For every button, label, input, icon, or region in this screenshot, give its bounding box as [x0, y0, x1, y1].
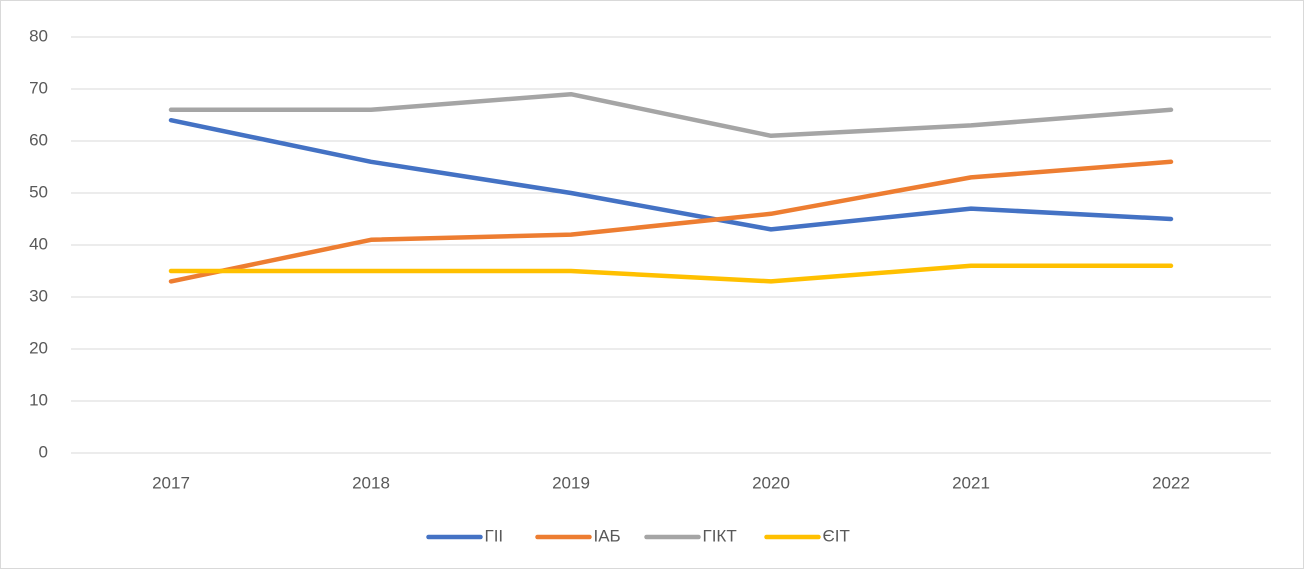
y-tick-label: 70 [29, 78, 48, 97]
y-tick-label: 10 [29, 390, 48, 409]
x-tick-label: 2017 [152, 473, 190, 492]
y-tick-label: 20 [29, 338, 48, 357]
x-tick-label: 2021 [952, 473, 990, 492]
data-line [168, 159, 1174, 284]
y-tick-label: 30 [29, 286, 48, 305]
y-tick-label: 40 [29, 234, 48, 253]
y-tick-label: 50 [29, 182, 48, 201]
legend-label: ГІІ [485, 526, 504, 545]
x-tick-label: 2022 [1152, 473, 1190, 492]
x-tick-label: 2018 [352, 473, 390, 492]
legend-label: ІАБ [594, 526, 621, 545]
legend-label: ГІКТ [703, 526, 737, 545]
x-tick-label: 2019 [552, 473, 590, 492]
data-line [168, 263, 1174, 284]
y-tick-label: 0 [39, 442, 48, 461]
y-tick-label: 80 [29, 26, 48, 45]
data-line [168, 91, 1174, 139]
legend-label: ЄІТ [823, 526, 850, 545]
data-line [168, 117, 1174, 232]
y-tick-label: 60 [29, 130, 48, 149]
x-tick-label: 2020 [752, 473, 790, 492]
